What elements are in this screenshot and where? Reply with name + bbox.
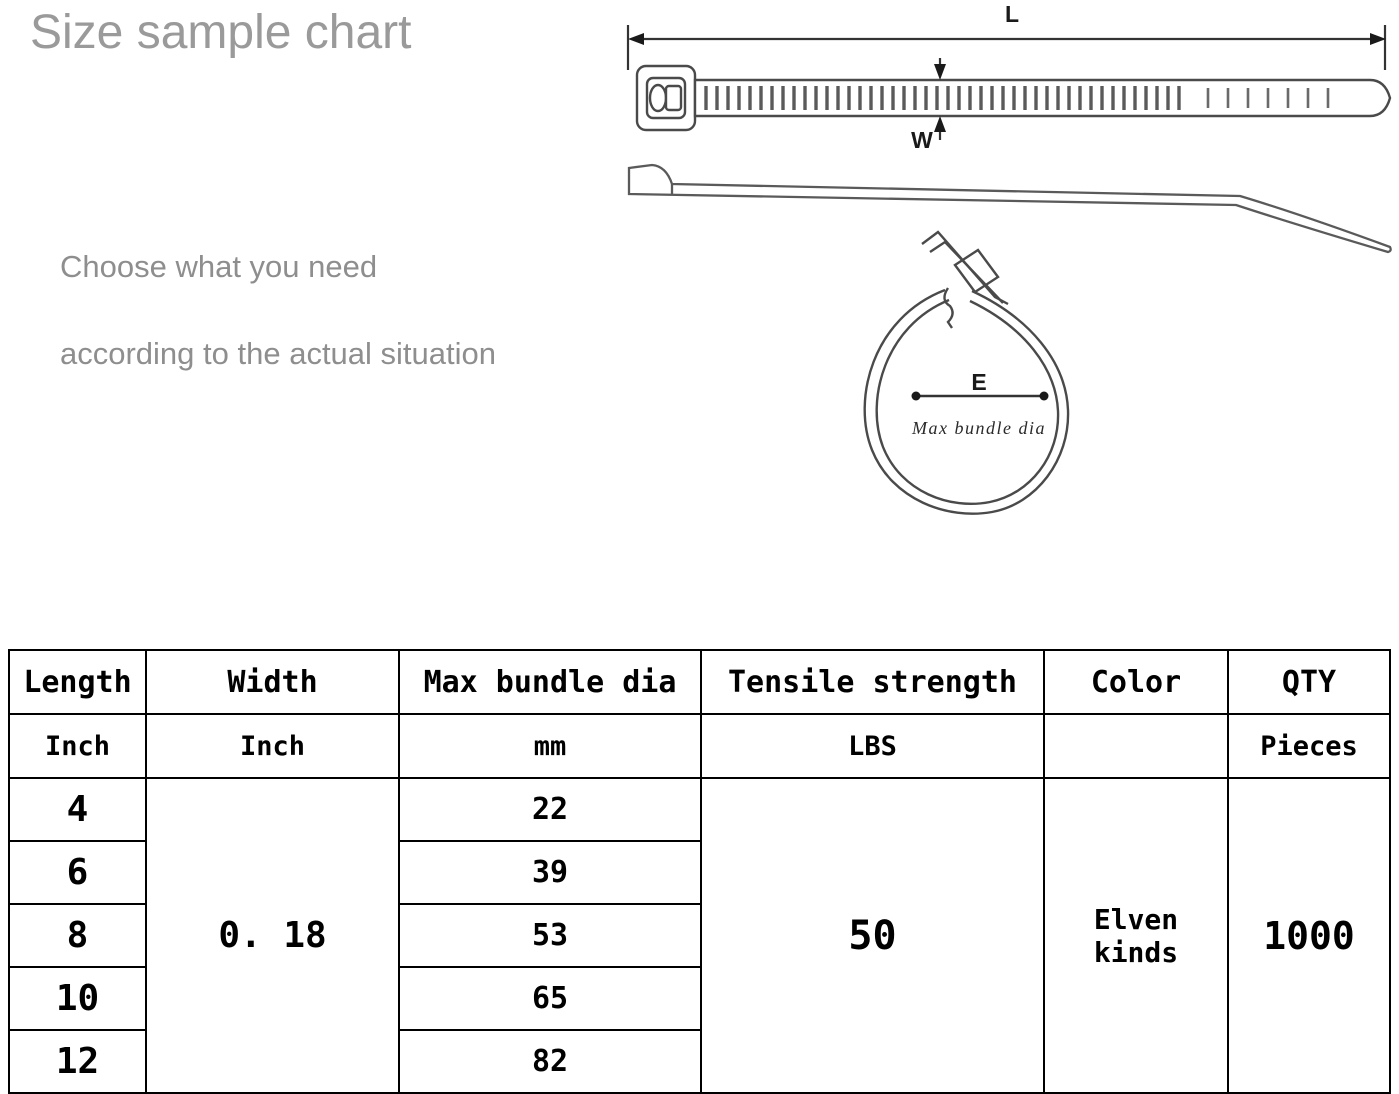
length-label: L	[1005, 1, 1019, 27]
cell-length: 6	[8, 840, 147, 905]
subtitle-line-1: Choose what you need	[60, 249, 378, 284]
cell-length: 12	[8, 1029, 147, 1094]
cell-qty-merged: 1000	[1227, 777, 1391, 1094]
unit-width: Inch	[145, 713, 400, 779]
cell-max-bundle-dia: 65	[398, 966, 702, 1031]
table-units-row: Inch Inch mm LBS Pieces	[8, 713, 1391, 779]
tail-grip-ribs	[1206, 88, 1330, 108]
header-length: Length	[8, 649, 147, 715]
header-width: Width	[145, 649, 400, 715]
subtitle-line-2: according to the actual situation	[60, 336, 496, 371]
size-table: Length Width Max bundle dia Tensile stre…	[8, 649, 1391, 1094]
unit-color	[1043, 713, 1229, 779]
dim-endpoint-right	[1039, 391, 1049, 401]
width-label: W	[911, 127, 933, 153]
page-title: Size sample chart	[30, 6, 412, 59]
arrow-head-right	[1370, 33, 1386, 45]
table-row: 6 39	[8, 840, 1390, 905]
dim-endpoint-left	[911, 391, 921, 401]
table-row: 4 0. 18 22 50 Elven kinds 1000	[8, 777, 1391, 1094]
unit-length: Inch	[8, 713, 147, 779]
cell-width-merged: 0. 18	[145, 777, 400, 1094]
table-header-row: Length Width Max bundle dia Tensile stre…	[8, 649, 1391, 715]
bundle-label: E	[971, 369, 986, 395]
length-dimension	[626, 25, 1387, 70]
arrow-head-down	[934, 64, 946, 80]
cell-max-bundle-dia: 22	[398, 777, 702, 842]
cell-length: 10	[8, 966, 147, 1031]
unit-qty: Pieces	[1227, 713, 1391, 779]
header-max-bundle-dia: Max bundle dia	[398, 649, 702, 715]
cell-tensile-strength-merged: 50	[700, 777, 1045, 1094]
ratchet-teeth	[704, 86, 1181, 110]
cable-tie-loop	[863, 230, 1070, 515]
cable-tie-top-view	[635, 64, 1392, 132]
unit-max-bundle-dia: mm	[398, 713, 702, 779]
arrow-head-left	[628, 33, 644, 45]
cell-max-bundle-dia: 39	[398, 840, 702, 905]
unit-tensile-strength: LBS	[700, 713, 1045, 779]
bundle-caption: Max bundle dia	[911, 418, 1046, 438]
cell-max-bundle-dia: 82	[398, 1029, 702, 1094]
cable-tie-side-view	[627, 163, 1392, 254]
header-qty: QTY	[1227, 649, 1391, 715]
arrow-head-up	[934, 116, 946, 132]
cell-max-bundle-dia: 53	[398, 903, 702, 968]
header-tensile-strength: Tensile strength	[700, 649, 1045, 715]
header-color: Color	[1043, 649, 1229, 715]
table-row: 10 65	[8, 966, 1390, 1031]
cell-length: 8	[8, 903, 147, 968]
cell-color-merged: Elven kinds	[1043, 777, 1229, 1094]
cable-tie-diagram: L	[600, 0, 1399, 530]
table-row: 8 53	[8, 903, 1390, 968]
cell-length: 4	[8, 777, 147, 842]
